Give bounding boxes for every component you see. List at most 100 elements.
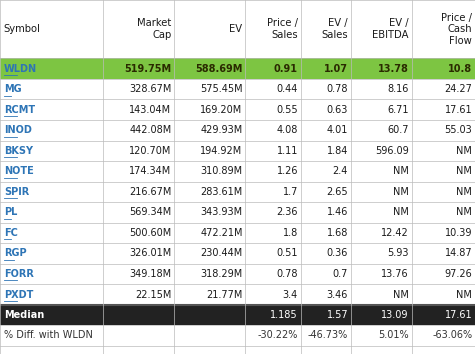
Text: PL: PL	[4, 207, 17, 217]
Bar	[0, 120, 475, 141]
Bar	[0, 264, 475, 284]
Bar	[0, 182, 475, 202]
Text: 472.21M: 472.21M	[200, 228, 243, 238]
Text: NOTE: NOTE	[4, 166, 34, 176]
Bar	[0, 202, 475, 223]
Text: 310.89M: 310.89M	[200, 166, 243, 176]
Text: NM: NM	[393, 187, 409, 197]
Text: NM: NM	[456, 207, 472, 217]
Text: 318.29M: 318.29M	[200, 269, 243, 279]
Text: 442.08M: 442.08M	[129, 125, 171, 135]
Text: 1.8: 1.8	[283, 228, 298, 238]
Text: 216.67M: 216.67M	[129, 187, 171, 197]
Text: 120.70M: 120.70M	[129, 146, 171, 156]
Text: 0.55: 0.55	[276, 105, 298, 115]
Text: 12.42: 12.42	[381, 228, 409, 238]
Text: 2.4: 2.4	[333, 166, 348, 176]
Text: NM: NM	[456, 290, 472, 299]
Text: NM: NM	[456, 146, 472, 156]
Text: EV /
EBITDA: EV / EBITDA	[372, 18, 409, 40]
Text: 1.26: 1.26	[276, 166, 298, 176]
Text: 1.07: 1.07	[324, 64, 348, 74]
Text: 343.93M: 343.93M	[200, 207, 243, 217]
Text: MG: MG	[4, 84, 21, 94]
Text: 194.92M: 194.92M	[200, 146, 243, 156]
Text: 5.93: 5.93	[387, 249, 409, 258]
Text: Price /
Cash
Flow: Price / Cash Flow	[441, 13, 472, 46]
Text: NM: NM	[393, 290, 409, 299]
Text: 575.45M: 575.45M	[200, 84, 243, 94]
Text: 1.68: 1.68	[327, 228, 348, 238]
Bar	[0, 141, 475, 161]
Text: 230.44M: 230.44M	[200, 249, 243, 258]
Bar	[0, 243, 475, 264]
Bar	[0, 284, 475, 305]
Text: % Diff. with WLDN: % Diff. with WLDN	[4, 330, 93, 341]
Text: 0.78: 0.78	[276, 269, 298, 279]
Text: 569.34M: 569.34M	[129, 207, 171, 217]
Text: 5.01%: 5.01%	[378, 330, 409, 341]
Text: 0.91: 0.91	[274, 64, 298, 74]
Text: RCMT: RCMT	[4, 105, 35, 115]
Text: 13.09: 13.09	[381, 310, 409, 320]
Text: 0.63: 0.63	[327, 105, 348, 115]
Text: 0.7: 0.7	[333, 269, 348, 279]
Text: 500.60M: 500.60M	[129, 228, 171, 238]
Text: 13.78: 13.78	[378, 64, 409, 74]
Text: NM: NM	[456, 166, 472, 176]
Text: 22.15M: 22.15M	[135, 290, 171, 299]
Text: Price /
Sales: Price / Sales	[267, 18, 298, 40]
Text: 2.36: 2.36	[276, 207, 298, 217]
Bar	[0, 305, 475, 325]
Text: 97.26: 97.26	[445, 269, 472, 279]
Text: 328.67M: 328.67M	[129, 84, 171, 94]
Text: 4.01: 4.01	[327, 125, 348, 135]
Bar	[0, 161, 475, 182]
Text: NM: NM	[456, 187, 472, 197]
Text: 326.01M: 326.01M	[129, 249, 171, 258]
Text: 0.51: 0.51	[276, 249, 298, 258]
Text: PXDT: PXDT	[4, 290, 33, 299]
Bar	[0, 0, 475, 58]
Text: 1.84: 1.84	[327, 146, 348, 156]
Text: 10.39: 10.39	[445, 228, 472, 238]
Text: 55.03: 55.03	[445, 125, 472, 135]
Text: 349.18M: 349.18M	[129, 269, 171, 279]
Text: 596.09: 596.09	[375, 146, 409, 156]
Text: 8.16: 8.16	[388, 84, 409, 94]
Bar	[0, 99, 475, 120]
Text: 4.08: 4.08	[276, 125, 298, 135]
Text: 143.04M: 143.04M	[129, 105, 171, 115]
Text: 3.46: 3.46	[327, 290, 348, 299]
Text: NM: NM	[393, 207, 409, 217]
Text: 0.44: 0.44	[276, 84, 298, 94]
Text: SPIR: SPIR	[4, 187, 29, 197]
Bar	[0, 325, 475, 346]
Text: 3.4: 3.4	[283, 290, 298, 299]
Text: -30.22%: -30.22%	[257, 330, 298, 341]
Text: 1.185: 1.185	[270, 310, 298, 320]
Text: 1.7: 1.7	[283, 187, 298, 197]
Text: INOD: INOD	[4, 125, 32, 135]
Text: 13.76: 13.76	[381, 269, 409, 279]
Text: NM: NM	[393, 166, 409, 176]
Text: 6.71: 6.71	[387, 105, 409, 115]
Text: 17.61: 17.61	[445, 310, 472, 320]
Text: Symbol: Symbol	[4, 24, 41, 34]
Text: BKSY: BKSY	[4, 146, 33, 156]
Text: RGP: RGP	[4, 249, 27, 258]
Bar	[0, 223, 475, 243]
Text: -46.73%: -46.73%	[308, 330, 348, 341]
Text: 1.46: 1.46	[327, 207, 348, 217]
Text: FORR: FORR	[4, 269, 34, 279]
Text: FC: FC	[4, 228, 18, 238]
Bar	[0, 79, 475, 99]
Text: Median: Median	[4, 310, 44, 320]
Text: 1.11: 1.11	[276, 146, 298, 156]
Text: 2.65: 2.65	[326, 187, 348, 197]
Text: 174.34M: 174.34M	[129, 166, 171, 176]
Text: 283.61M: 283.61M	[200, 187, 243, 197]
Text: EV: EV	[229, 24, 243, 34]
Text: 17.61: 17.61	[445, 105, 472, 115]
Text: 0.36: 0.36	[327, 249, 348, 258]
